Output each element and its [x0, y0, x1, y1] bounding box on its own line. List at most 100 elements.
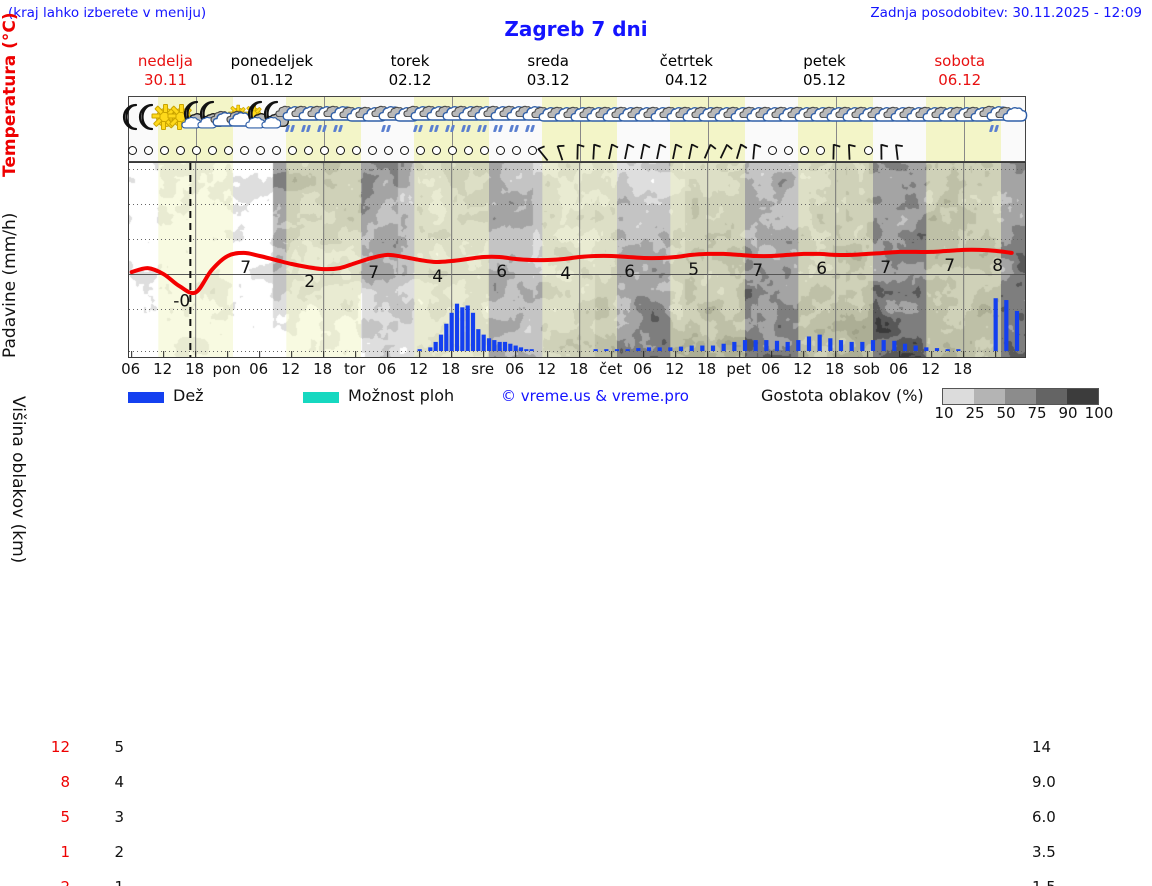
day-header-05.12: petek 05.12	[755, 52, 893, 94]
precipitation-bar	[678, 346, 684, 351]
wind-calm-icon	[448, 146, 458, 155]
wind-calm-icon	[320, 146, 330, 155]
cloud-density-swatch	[1005, 389, 1036, 404]
temperature-point-label: 5	[688, 260, 699, 280]
day-header-row: nedelja 30.11 ponedeljek 01.12 torek 02.12 sre…	[128, 52, 1026, 94]
time-tick: 18	[569, 360, 589, 378]
time-tick: sre	[471, 360, 495, 378]
precipitation-bar	[806, 336, 812, 351]
precipitation-bar	[449, 312, 454, 351]
wind-calm-icon	[208, 146, 218, 155]
wind-calm-icon	[512, 146, 522, 155]
wind-barb-icon	[603, 143, 621, 160]
precipitation-bar	[945, 349, 950, 351]
temperature-tick: 5	[60, 808, 70, 826]
raindrop-icon	[476, 125, 482, 132]
precipitation-bar	[924, 347, 929, 351]
precipitation-bar	[796, 340, 801, 351]
time-tick: 18	[953, 360, 973, 378]
time-tick: 12	[793, 360, 813, 378]
time-tick: sob	[853, 360, 880, 378]
clear-night-icon	[131, 98, 165, 138]
raindrop-icon	[524, 125, 530, 132]
wind-calm-icon	[128, 146, 138, 155]
time-tick: čet	[598, 360, 623, 378]
day-name: nedelja	[137, 52, 193, 70]
cloud-density-legend-title: Gostota oblakov (%)	[761, 386, 924, 405]
precipitation-bar	[614, 349, 620, 351]
precipitation-bar	[465, 305, 470, 351]
raindrop-icon	[316, 125, 322, 132]
legend: Dež Možnost ploh © vreme.us & vreme.pro …	[128, 386, 1152, 422]
precipitation-bar	[529, 349, 534, 351]
time-tick: pet	[726, 360, 751, 378]
precipitation-tick: 3	[114, 808, 124, 826]
raindrop-icon	[492, 125, 498, 132]
precipitation-bar	[438, 334, 444, 351]
time-tick: 12	[281, 360, 301, 378]
wind-calm-icon	[784, 146, 794, 155]
raindrop-icon	[380, 125, 386, 132]
precipitation-bar	[454, 303, 460, 351]
copyright-text[interactable]: © vreme.us & vreme.pro	[501, 387, 689, 405]
precipitation-bar	[785, 341, 790, 351]
raindrop-icon	[284, 125, 290, 132]
precipitation-bar	[742, 340, 748, 351]
wind-barb-icon	[667, 143, 685, 160]
precipitation-bar	[417, 349, 422, 351]
wind-barb-icon	[587, 143, 605, 160]
temperature-and-precip-layer: -0 7 2 7 4 6 4 6 5 7 6 7 7 8	[129, 163, 1025, 357]
precipitation-tick: 1	[106, 878, 124, 886]
wind-barb-icon	[619, 143, 637, 160]
temperature-point-label: 7	[880, 258, 891, 278]
cloud-density-colorbar	[942, 388, 1099, 405]
day-date: 05.12	[802, 71, 846, 89]
wind-calm-icon	[800, 146, 810, 155]
day-header-01.12: ponedeljek 01.12	[203, 52, 341, 94]
temperature-point-label: 2	[304, 272, 315, 292]
time-tick: 06	[633, 360, 653, 378]
temperature-tick: 1	[60, 843, 70, 861]
precipitation-bar	[870, 340, 876, 351]
rain-legend-swatch	[128, 392, 164, 403]
temperature-tick: 12	[50, 738, 70, 756]
time-tick: 06	[249, 360, 269, 378]
temperature-axis-title: Temperatura (°C)	[0, 12, 20, 178]
raindrop-icon	[332, 125, 338, 132]
wind-barb-icon	[571, 143, 589, 160]
time-tick: 18	[441, 360, 461, 378]
wind-barb-icon	[827, 143, 845, 160]
wind-barb-icon	[731, 143, 749, 160]
wind-calm-icon	[144, 146, 154, 155]
precipitation-bar	[476, 329, 481, 351]
cloud-height-tick: 3.5	[1032, 843, 1056, 861]
time-tick: 12	[153, 360, 173, 378]
page-title: Zagreb 7 dni	[504, 17, 648, 41]
cloud-density-swatch	[1036, 389, 1067, 404]
temperature-point-label: 6	[816, 259, 827, 279]
wind-calm-icon	[256, 146, 266, 155]
day-date: 03.12	[526, 71, 570, 89]
time-tick: pon	[212, 360, 241, 378]
cloud-density-tick: 100	[1084, 404, 1114, 422]
wind-calm-icon	[272, 146, 282, 155]
time-tick: 12	[665, 360, 685, 378]
day-header-03.12: sreda 03.12	[479, 52, 617, 94]
wind-barb-icon	[555, 143, 573, 161]
precipitation-bar	[433, 341, 438, 351]
precipitation-bar	[604, 349, 609, 351]
temperature-point-label: 6	[496, 262, 507, 282]
precipitation-bar	[481, 334, 486, 351]
wind-calm-icon	[192, 146, 202, 155]
day-date: 06.12	[938, 71, 982, 89]
cloud-density-tick: 50	[996, 404, 1016, 422]
time-axis-ticks: 06 12 18 pon 06 12 18 tor 06 12 18 sre 06 12 18 čet 06 12…	[121, 360, 1026, 380]
day-name: sreda	[527, 52, 569, 70]
day-date: 02.12	[388, 71, 432, 89]
precipitation-tick: 2	[114, 843, 124, 861]
time-tick: 06	[121, 360, 141, 378]
wind-calm-icon	[816, 146, 826, 155]
cloud-density-tick: 25	[965, 404, 985, 422]
precipitation-bar	[625, 349, 630, 351]
wind-calm-icon	[336, 146, 346, 155]
